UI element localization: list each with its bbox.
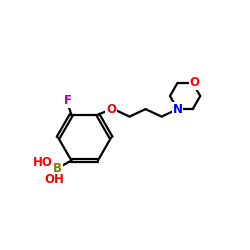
Text: B: B (53, 162, 62, 174)
Text: N: N (172, 102, 182, 116)
Text: F: F (64, 94, 72, 107)
Text: HO: HO (32, 156, 52, 169)
Text: OH: OH (44, 173, 64, 186)
Text: O: O (190, 76, 200, 90)
Text: O: O (106, 102, 116, 116)
